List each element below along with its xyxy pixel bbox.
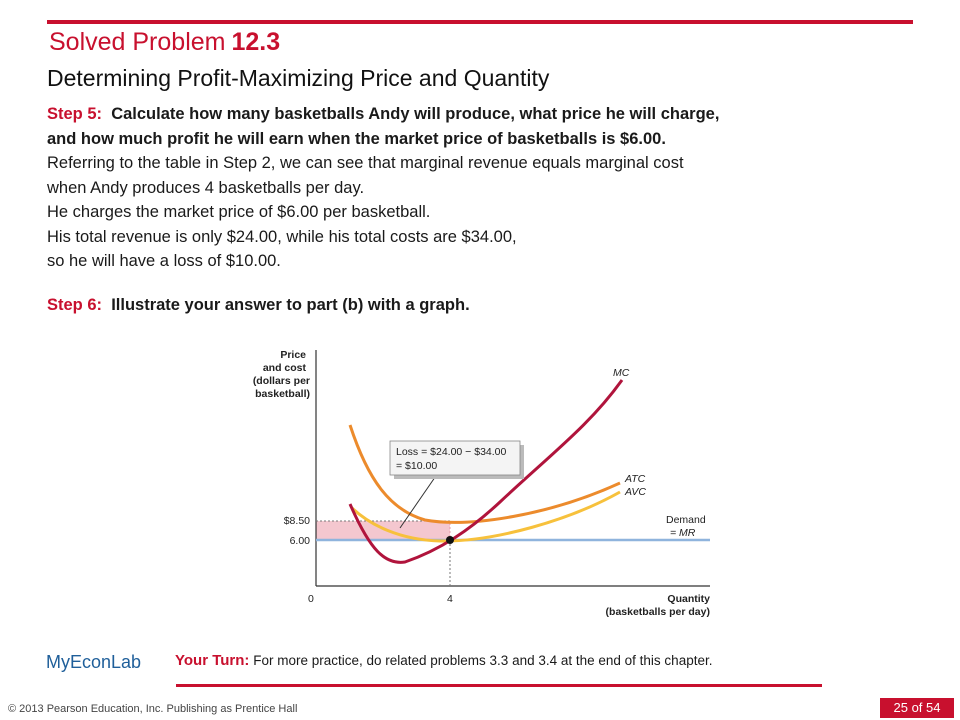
bottom-rule [176, 684, 822, 687]
step5-line: His total revenue is only $24.00, while … [47, 227, 517, 246]
x-tick-label: 4 [447, 593, 453, 605]
step5-heading-line1: Step 5: Calculate how many basketballs A… [47, 102, 927, 127]
your-turn-note: Your Turn: For more practice, do related… [175, 652, 712, 669]
y-axis-label-line: (dollars per [253, 375, 310, 387]
loss-callout-pointer [399, 469, 441, 529]
loss-callout-box [389, 440, 521, 476]
atc-label: ATC [624, 473, 646, 485]
title-prefix: Solved Problem [49, 28, 226, 56]
copyright-text: © 2013 Pearson Education, Inc. Publishin… [8, 703, 298, 715]
y-axis-label-line: and cost [263, 362, 307, 374]
slide-subtitle: Determining Profit-Maximizing Price and … [47, 65, 550, 91]
loss-callout-line2: = $10.00 [396, 460, 437, 472]
step6-line: Step 6: Illustrate your answer to part (… [47, 296, 470, 315]
step5-label: Step 5: [47, 105, 103, 123]
slide-title: Solved Problem 12.3 [49, 28, 280, 57]
x-tick-label: 0 [308, 593, 314, 605]
cost-curve-chart: Loss = $24.00 − $34.00 = $10.00 Price an… [253, 349, 710, 618]
mc-curve [348, 379, 624, 564]
x-axis-label-line: (basketballs per day) [606, 606, 710, 618]
avc-label: AVC [624, 486, 646, 498]
step5-line: so he will have a loss of $10.00. [47, 252, 281, 270]
step5-block: Step 5: Calculate how many basketballs A… [47, 102, 927, 274]
demand-label: Demand [666, 514, 706, 526]
y-axis-label-line: basketball) [255, 388, 310, 400]
your-turn-label: Your Turn: [175, 652, 250, 669]
y-tick-label: 6.00 [290, 535, 311, 547]
equilibrium-point [446, 536, 454, 544]
top-rule [47, 20, 913, 24]
mr-label: = MR [670, 527, 696, 539]
your-turn-text: For more practice, do related problems 3… [253, 653, 713, 668]
y-axis-label-line: Price [280, 349, 306, 361]
atc-curve [348, 424, 621, 524]
step5-line: when Andy produces 4 basketballs per day… [47, 178, 365, 197]
step6-label: Step 6: [47, 296, 103, 314]
loss-area [315, 520, 451, 541]
step5-heading-text1: Calculate how many basketballs Andy will… [111, 105, 720, 123]
mc-label: MC [613, 367, 630, 379]
title-number: 12.3 [231, 28, 281, 56]
myeconlab-logo[interactable]: MyEconLab [46, 652, 142, 672]
y-tick-label: $8.50 [284, 515, 310, 527]
step5-line: He charges the market price of $6.00 per… [47, 203, 431, 221]
step6-text: Illustrate your answer to part (b) with … [111, 296, 470, 314]
loss-callout-line1: Loss = $24.00 − $34.00 [396, 446, 507, 458]
page-number-badge: 25 of 54 [880, 698, 954, 718]
step5-line: Referring to the table in Step 2, we can… [47, 154, 684, 172]
step5-heading-line2: and how much profit he will earn when th… [47, 129, 666, 148]
x-axis-label-line: Quantity [667, 593, 710, 605]
